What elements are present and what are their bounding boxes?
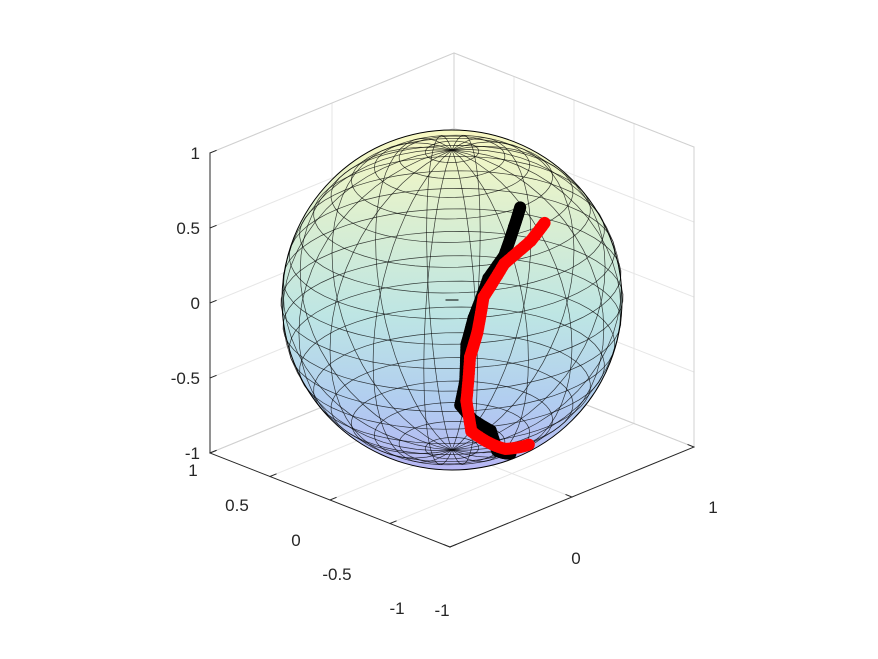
sphere-mesh-longitude <box>372 137 532 463</box>
x-tick <box>443 544 451 548</box>
z-tick-label: -1 <box>185 444 200 463</box>
z-tick <box>209 374 217 379</box>
data-series <box>454 201 551 460</box>
x-tick-label: 0 <box>571 549 580 568</box>
sphere-mesh-longitude <box>426 135 478 465</box>
tick-labels: -101-1-0.500.51-1-0.500.51 <box>171 144 718 620</box>
x-tick-label: 1 <box>708 498 717 517</box>
z-tick <box>209 449 217 454</box>
y-tick-label: 0.5 <box>225 496 249 515</box>
axes-edge <box>453 52 695 148</box>
z-tick-label: 0 <box>191 294 200 313</box>
y-tick-label: 0 <box>291 531 300 550</box>
sphere-mesh-longitude <box>331 142 573 458</box>
y-tick-label: 1 <box>188 461 197 480</box>
sphere-mesh-longitude <box>375 138 529 462</box>
y-tick-label: -0.5 <box>322 565 351 584</box>
tick-marks <box>209 149 695 548</box>
sphere-mesh-longitude <box>299 146 605 454</box>
z-tick-label: 1 <box>191 144 200 163</box>
x-tick <box>687 444 695 448</box>
y-tick <box>449 543 457 548</box>
sphere-mesh-longitude <box>282 149 622 451</box>
z-tick <box>209 299 217 304</box>
y-tick <box>389 520 397 525</box>
y-tick-label: -1 <box>389 599 404 618</box>
z-tick-label: -0.5 <box>171 369 200 388</box>
z-tick-label: 0.5 <box>176 219 200 238</box>
sphere-mesh-longitude <box>329 141 575 459</box>
y-tick <box>269 473 277 478</box>
x-tick <box>565 494 573 498</box>
series-2 <box>460 216 551 455</box>
sphere-surface <box>280 129 624 471</box>
z-tick <box>209 149 217 154</box>
sphere-mesh-longitude <box>298 146 606 454</box>
y-tick <box>329 496 337 501</box>
data-point <box>522 438 535 451</box>
x-tick-label: -1 <box>434 601 449 620</box>
z-tick <box>209 224 217 229</box>
sphere-mesh-longitude <box>282 149 622 451</box>
axes-edge <box>209 52 455 154</box>
